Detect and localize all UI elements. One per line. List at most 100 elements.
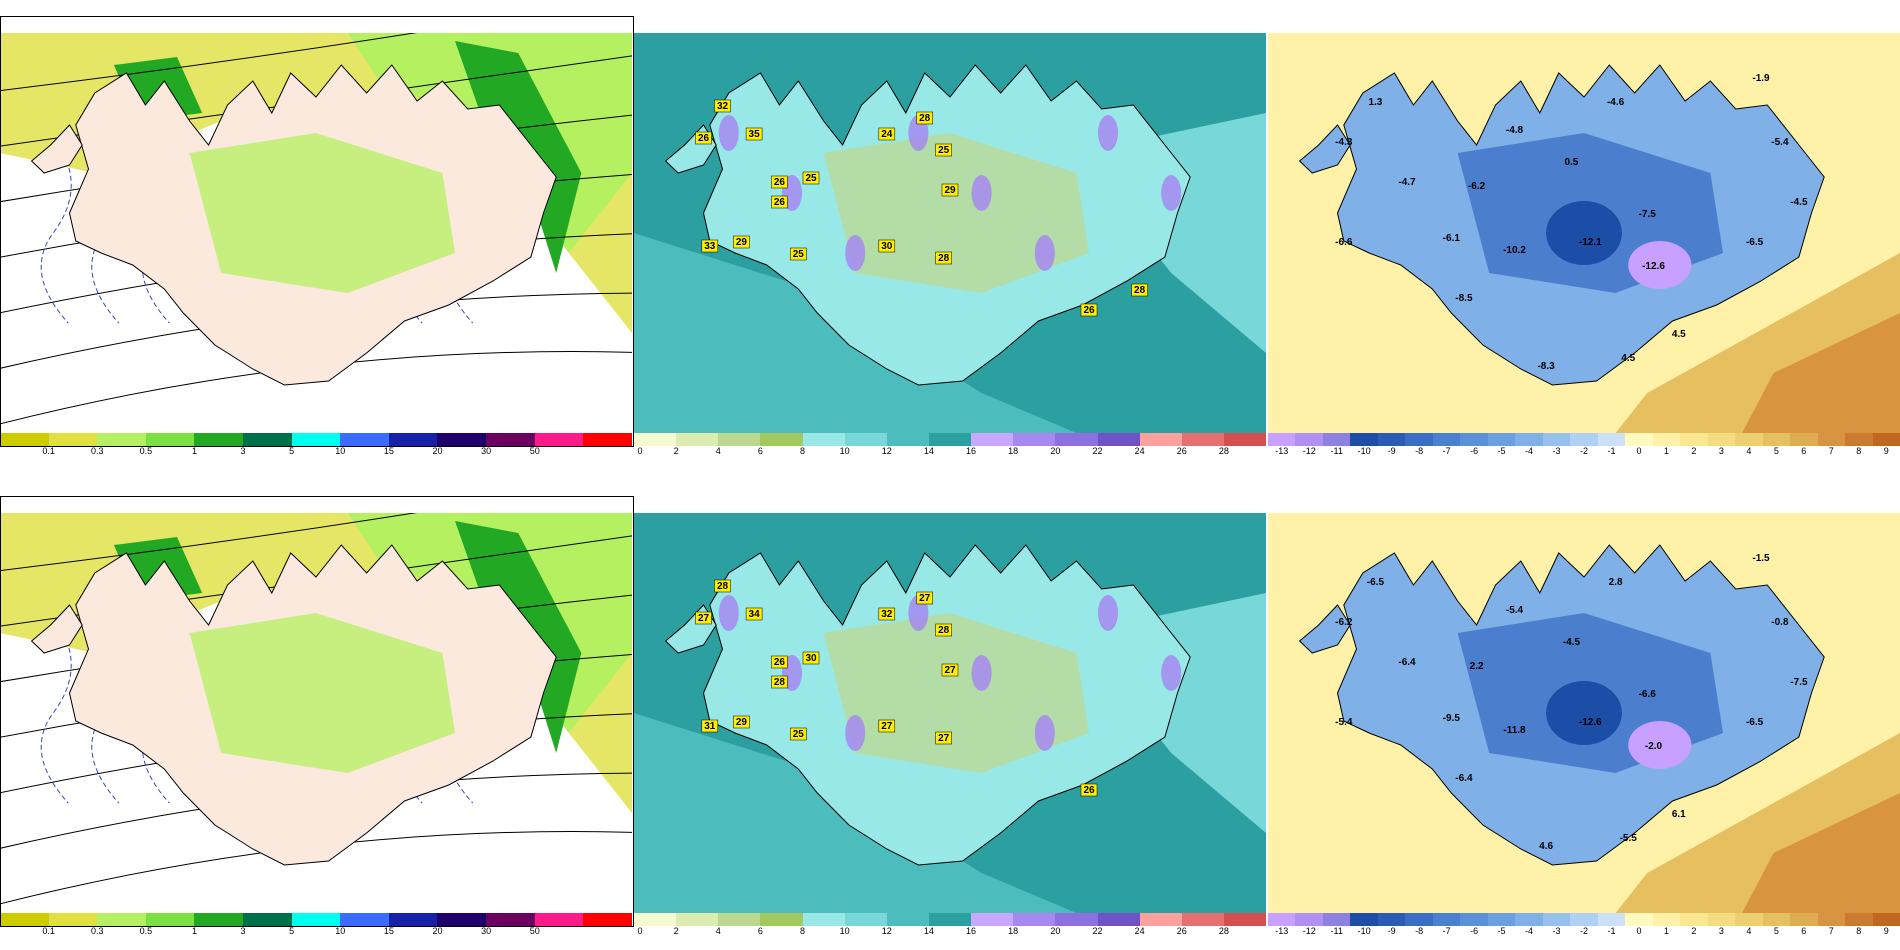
gust-label-box — [1080, 783, 1098, 797]
temperature-value-label: -0.8 — [1771, 617, 1789, 628]
color-scale-labels: -13 -12 -11 -10 -9 -8 -7 -6 -5 -4 -3 -2 -1 0 1 2 3 4 5 6 7 8 9 — [1268, 446, 1900, 458]
color-scale-swatch — [1181, 913, 1224, 926]
color-scale-labels: 0.1 0.3 0.5 1 3 5 10 15 20 30 50 — [0, 446, 632, 458]
color-scale-tick: -9 — [1387, 446, 1396, 456]
gust-label-box — [878, 127, 896, 141]
color-scale-swatch — [583, 433, 632, 446]
gust-value-label: 28 — [774, 677, 786, 688]
color-scale-tick: 0 — [1636, 926, 1642, 936]
temp-map: -1.9 1.3 -4.3 -4.8 -4.6 -5.4 0.5 -4.7 -6.2 -4.5 -7… — [1268, 33, 1900, 433]
temperature-value-label: -4.6 — [1607, 97, 1625, 108]
temperature-value-label: -12.1 — [1579, 237, 1602, 248]
color-scale-swatch — [486, 913, 535, 926]
temperature-value-label: -8.5 — [1455, 293, 1473, 304]
gust-label-box — [878, 607, 896, 621]
temperature-value-label: -6.6 — [1639, 689, 1657, 700]
color-scale-swatch — [291, 913, 341, 926]
color-scale-swatch — [1570, 433, 1598, 446]
color-scale-tick: 50 — [529, 446, 540, 456]
color-scale-tick: 3 — [240, 926, 246, 936]
temperature-value-label: -6.5 — [1367, 577, 1385, 588]
color-scale-tick: 30 — [481, 446, 492, 456]
temperature-value-label: 1.3 — [1368, 97, 1382, 108]
color-scale-tick: 1 — [191, 446, 197, 456]
color-scale-tick: 26 — [1176, 446, 1187, 456]
color-scale-tick: 6 — [757, 926, 763, 936]
color-scale-tick: 1 — [1663, 446, 1669, 456]
color-scale-swatch — [1405, 913, 1433, 926]
color-scale-tick: 20 — [1050, 446, 1061, 456]
color-scale-swatch — [1625, 913, 1653, 926]
color-scale-swatch — [1268, 433, 1296, 446]
color-scale-swatch — [1652, 913, 1681, 926]
color-scale-swatch — [1487, 913, 1516, 926]
color-scale-swatch — [1139, 913, 1182, 926]
gust-label-box — [935, 251, 952, 265]
gust-value-label: 32 — [881, 609, 893, 620]
color-scale-tick: 7 — [1828, 926, 1834, 936]
color-scale-swatch — [1432, 913, 1461, 926]
color-scale-tick: 0.3 — [90, 446, 104, 456]
color-scale-tick: 14 — [923, 926, 934, 936]
color-scale-tick: -12 — [1302, 446, 1316, 456]
color-scale-tick: 0 — [637, 926, 643, 936]
color-scale-swatch — [1845, 913, 1873, 926]
color-scale-swatch — [583, 913, 632, 926]
color-scale-swatch — [1055, 433, 1098, 446]
temperature-value-label: -12.6 — [1579, 717, 1602, 728]
color-scale-tick: 16 — [966, 926, 977, 936]
color-scale-bar — [634, 913, 1267, 926]
color-scale-swatch — [928, 433, 972, 446]
color-scale-tick: 1 — [1663, 926, 1669, 936]
temperature-value-label: 4.6 — [1539, 841, 1553, 852]
temp-map: -1.5 -6.5 -6.2 -5.4 2.8 -0.8 -4.5 -6.4 2.2 -7.5 -6… — [1268, 513, 1900, 913]
color-scale-swatch — [634, 913, 677, 926]
temperature-value-label: -4.8 — [1506, 125, 1524, 136]
temperature-value-label: 2.8 — [1609, 577, 1623, 588]
color-scale-bar — [634, 433, 1267, 446]
color-scale-tick: 15 — [383, 926, 394, 936]
gust-label-box — [714, 579, 731, 593]
color-scale-swatch — [718, 913, 761, 926]
color-scale-swatch — [634, 433, 677, 446]
color-scale-tick: 5 — [1773, 926, 1779, 936]
gust-value-label: 25 — [938, 145, 950, 156]
map-canvas: 32 35 26 26 25 26 28 25 29 24 33 29 25 30 28 26 28 — [634, 33, 1266, 433]
color-scale-swatch — [1652, 433, 1681, 446]
color-scale-swatch — [1735, 913, 1763, 926]
color-scale-swatch — [1542, 433, 1571, 446]
color-scale-tick: 18 — [1008, 446, 1019, 456]
color-scale-swatch — [886, 433, 929, 446]
color-scale-tick: 16 — [966, 446, 977, 456]
gust-value-label: 27 — [944, 665, 956, 676]
panel-precip-2: 0.1 0.3 0.5 1 3 5 10 15 20 30 50 — [0, 496, 634, 946]
color-scale-swatch — [1872, 433, 1900, 446]
color-scale-bar — [1268, 433, 1900, 446]
temperature-value-label: 2.2 — [1470, 661, 1484, 672]
gust-value-label: 25 — [793, 729, 805, 740]
temperature-value-label: -1.5 — [1752, 553, 1770, 564]
color-scale-tick: -5 — [1497, 446, 1506, 456]
gust-value-label: 27 — [938, 733, 950, 744]
color-scale-tick: 15 — [383, 446, 394, 456]
gust-value-label: 27 — [919, 593, 931, 604]
gust-label-box — [1080, 303, 1098, 317]
map-canvas — [0, 33, 632, 433]
temperature-value-label: -12.6 — [1642, 261, 1665, 272]
gust-label-box — [935, 623, 952, 637]
color-scale-swatch — [971, 433, 1014, 446]
color-scale-tick: 8 — [1856, 446, 1862, 456]
gust-label-box — [701, 239, 719, 253]
color-scale-tick: 4 — [1746, 926, 1752, 936]
color-scale-swatch — [971, 913, 1014, 926]
color-scale-swatch — [802, 913, 845, 926]
color-scale-tick: -11 — [1330, 446, 1343, 456]
temperature-value-label: -5.5 — [1620, 833, 1638, 844]
color-scale-labels: 0 2 4 6 8 10 12 14 16 18 20 22 24 26 28 — [634, 446, 1266, 458]
temperature-value-label: -2.0 — [1645, 741, 1663, 752]
color-scale-tick: 9 — [1883, 446, 1889, 456]
color-scale-tick: 20 — [1050, 926, 1061, 936]
color-scale-swatch — [534, 433, 584, 446]
color-scale-tick: 14 — [923, 446, 934, 456]
panel-wind-1: 32 35 26 26 25 26 28 25 29 24 33 29 25 30 28 26 28 0 2 4 6 8 1… — [634, 16, 1267, 466]
